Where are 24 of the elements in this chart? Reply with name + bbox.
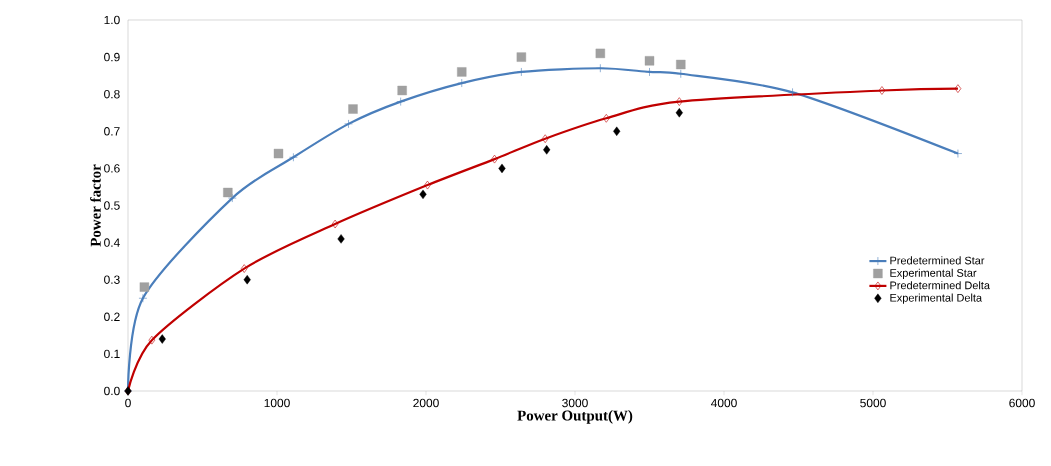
x-tick-label: 2000 <box>413 398 439 408</box>
y-tick-label: 0.2 <box>104 312 120 322</box>
y-tick-label: 0.6 <box>104 164 120 173</box>
legend-label: Experimental Star <box>890 268 977 279</box>
x-tick-label: 6000 <box>1009 398 1035 408</box>
y-tick-label: 0.1 <box>104 349 120 359</box>
x-tick-label: 0 <box>125 398 131 408</box>
y-tick-label: 0.5 <box>104 201 120 210</box>
y-tick-label: 0.7 <box>104 127 120 136</box>
y-tick-label: 0.4 <box>104 238 120 247</box>
y-tick-label: 0.3 <box>104 275 120 284</box>
y-tick-label: 0.0 <box>104 386 120 396</box>
y-tick-label: 1.0 <box>104 15 120 25</box>
legend-label: Predetermined Star <box>890 256 985 265</box>
x-axis-title: Power Output(W) <box>517 410 633 424</box>
y-tick-label: 0.9 <box>104 52 120 62</box>
y-axis-title: Power factor <box>90 164 101 247</box>
x-tick-label: 1000 <box>264 398 290 408</box>
x-tick-label: 5000 <box>860 398 886 408</box>
x-tick-label: 4000 <box>710 398 737 408</box>
x-tick-label: 3000 <box>562 398 588 408</box>
y-tick-label: 0.8 <box>104 89 120 99</box>
legend-label: Experimental Delta <box>890 293 983 304</box>
legend-label: Predetermined Delta <box>890 281 990 290</box>
